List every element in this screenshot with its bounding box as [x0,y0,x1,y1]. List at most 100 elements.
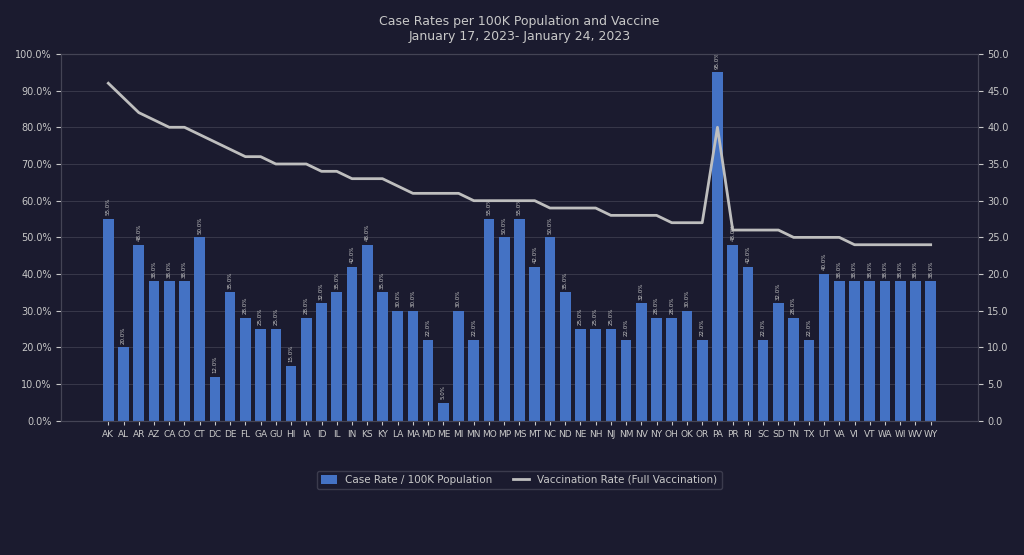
Text: 12.0%: 12.0% [212,356,217,373]
Bar [133,245,144,421]
Bar [727,245,738,421]
Bar [423,340,433,421]
Bar [408,311,418,421]
Text: 48.0%: 48.0% [730,224,735,241]
Text: 38.0%: 38.0% [152,260,157,278]
Text: 55.0%: 55.0% [517,198,522,215]
Text: 55.0%: 55.0% [486,198,492,215]
Bar [316,304,327,421]
Bar [682,311,692,421]
Bar [575,329,586,421]
Bar [301,318,311,421]
Bar [773,304,783,421]
Bar [332,292,342,421]
Bar [636,304,647,421]
Legend: Case Rate / 100K Population, Vaccination Rate (Full Vaccination): Case Rate / 100K Population, Vaccination… [317,471,722,489]
Bar [697,340,708,421]
Text: 28.0%: 28.0% [243,297,248,315]
Text: 38.0%: 38.0% [852,260,857,278]
Vaccination Rate (Full Vaccination) [300,160,312,167]
Text: 50.0%: 50.0% [548,216,553,234]
Bar [605,329,616,421]
Bar [651,318,662,421]
Text: 32.0%: 32.0% [776,282,781,300]
Text: 38.0%: 38.0% [837,260,842,278]
Bar [270,329,282,421]
Text: 38.0%: 38.0% [167,260,172,278]
Text: 32.0%: 32.0% [319,282,324,300]
Text: 40.0%: 40.0% [821,253,826,270]
Bar [286,366,296,421]
Text: 15.0%: 15.0% [289,345,294,362]
Bar [804,340,814,421]
Text: 50.0%: 50.0% [198,216,202,234]
Bar [347,267,357,421]
Text: 30.0%: 30.0% [411,290,416,307]
Text: 28.0%: 28.0% [304,297,309,315]
Text: 42.0%: 42.0% [532,246,538,263]
Bar [377,292,388,421]
Text: 25.0%: 25.0% [258,308,263,325]
Bar [880,281,890,421]
Text: 38.0%: 38.0% [913,260,918,278]
Vaccination Rate (Full Vaccination) [849,241,861,248]
Text: 38.0%: 38.0% [928,260,933,278]
Bar [910,281,921,421]
Bar [179,281,189,421]
Bar [545,238,555,421]
Bar [225,292,236,421]
Bar [849,281,860,421]
Bar [514,219,525,421]
Text: 22.0%: 22.0% [471,319,476,336]
Vaccination Rate (Full Vaccination) [909,241,922,248]
Text: 28.0%: 28.0% [654,297,659,315]
Bar [255,329,266,421]
Text: 30.0%: 30.0% [684,290,689,307]
Bar [454,311,464,421]
Bar [210,377,220,421]
Text: 30.0%: 30.0% [456,290,461,307]
Text: 55.0%: 55.0% [105,198,111,215]
Text: 20.0%: 20.0% [121,326,126,344]
Text: 38.0%: 38.0% [898,260,903,278]
Text: 42.0%: 42.0% [349,246,354,263]
Vaccination Rate (Full Vaccination) [834,234,846,241]
Text: 22.0%: 22.0% [426,319,431,336]
Bar [469,340,479,421]
Vaccination Rate (Full Vaccination) [194,132,206,138]
Bar [164,281,174,421]
Text: 25.0%: 25.0% [578,308,583,325]
Text: 25.0%: 25.0% [273,308,279,325]
Text: 25.0%: 25.0% [593,308,598,325]
Text: 28.0%: 28.0% [670,297,674,315]
Bar [895,281,905,421]
Bar [834,281,845,421]
Text: 35.0%: 35.0% [334,271,339,289]
Bar [864,281,876,421]
Vaccination Rate (Full Vaccination) [255,153,267,160]
Text: 32.0%: 32.0% [639,282,644,300]
Vaccination Rate (Full Vaccination) [102,80,115,87]
Bar [240,318,251,421]
Line: Vaccination Rate (Full Vaccination): Vaccination Rate (Full Vaccination) [109,83,931,245]
Bar [590,329,601,421]
Text: 35.0%: 35.0% [380,271,385,289]
Text: 30.0%: 30.0% [395,290,400,307]
Text: 38.0%: 38.0% [867,260,872,278]
Bar [926,281,936,421]
Bar [118,347,129,421]
Text: 38.0%: 38.0% [883,260,888,278]
Text: 22.0%: 22.0% [699,319,705,336]
Text: 5.0%: 5.0% [441,385,445,399]
Text: 48.0%: 48.0% [365,224,370,241]
Bar [392,311,403,421]
Text: 22.0%: 22.0% [806,319,811,336]
Title: Case Rates per 100K Population and Vaccine
January 17, 2023- January 24, 2023: Case Rates per 100K Population and Vacci… [379,15,659,43]
Text: 35.0%: 35.0% [227,271,232,289]
Text: 22.0%: 22.0% [624,319,629,336]
Bar [621,340,632,421]
Vaccination Rate (Full Vaccination) [407,190,419,196]
Text: 42.0%: 42.0% [745,246,751,263]
Text: 25.0%: 25.0% [608,308,613,325]
Bar [758,340,768,421]
